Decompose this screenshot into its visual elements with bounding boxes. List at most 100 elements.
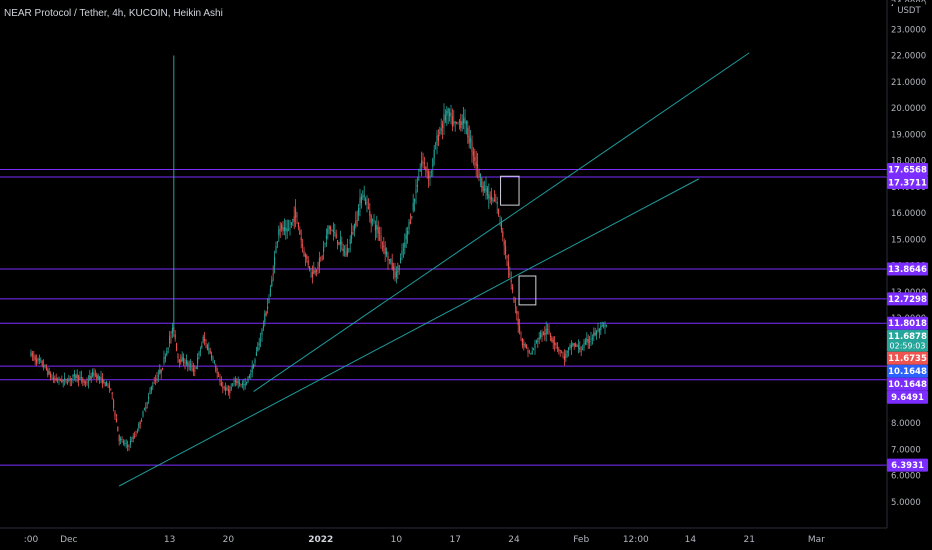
candle-body [460,120,462,129]
candle-body [348,248,350,250]
candle-body [544,332,546,336]
candle-body [195,367,197,370]
time-tick-label: 13 [164,535,175,545]
candle-body [485,185,487,192]
candle-body [71,378,73,381]
candle-body [181,356,183,362]
candle-body [240,384,242,386]
candle-body [213,361,215,363]
candle-body [209,350,211,354]
candle-body [604,324,606,328]
candle-body [239,382,241,385]
time-tick-label: 10 [391,535,403,545]
candle-body [127,445,129,447]
candle-body [321,256,323,258]
time-tick-label: :00 [24,535,39,545]
time-axis[interactable]: :00 Dec 13 20 2022 10 17 24 Feb 12:00 14 21 Mar [0,527,887,545]
candle-body [468,136,470,144]
candle-body [332,230,334,232]
candle-body [524,343,526,347]
candle-body [341,241,343,245]
candle-body [316,270,318,272]
price-tag-label: 17.6568 [888,166,927,176]
candle-body [587,338,589,343]
candle-body [30,351,32,356]
candle-body [149,390,151,394]
candle-body [225,387,227,392]
candle-body [72,374,74,378]
candle-body [110,388,112,390]
candle-body [177,354,179,359]
candle-body [598,329,600,332]
candle-body [446,111,448,116]
candle-body [246,381,248,384]
price-tag-label: 10.1648 [888,367,927,377]
candle-body [440,128,442,132]
candle-body [395,271,397,278]
candle-body [335,233,337,239]
candle-body [223,387,225,388]
candle-body [205,343,207,344]
candle-body [449,112,451,117]
candle-body [601,324,603,327]
time-tick-label: 24 [508,535,520,545]
candle-body [569,345,571,348]
candle-body [521,338,523,346]
candle-body [152,385,154,387]
candle-body [324,242,326,245]
candle-body [276,241,278,243]
candle-body [139,422,141,424]
candle-body [464,117,466,124]
candle-body [450,112,452,117]
price-tag-box [887,377,928,391]
candle-body [111,392,113,395]
candle-body [380,235,382,242]
candle-body [582,348,584,350]
candle-body [583,343,585,349]
candle-body [57,379,59,381]
candle-body [164,356,166,359]
candle-body [169,336,171,344]
candle-body [444,115,446,121]
candle-body [114,411,116,417]
candle-body [69,378,71,381]
candle-body [330,226,332,230]
candle-body [255,352,257,357]
candle-body [425,166,427,171]
candle-body [125,443,127,445]
price-tag-box [887,163,928,177]
candle-body [421,160,423,166]
candle-body [80,377,82,378]
candle-body [325,235,327,239]
candle-body [349,239,351,244]
candle-body [367,207,369,209]
candle-body [481,177,483,188]
candle-body [267,306,269,310]
candle-body [296,215,298,217]
candle-body [482,185,484,192]
candle-body [372,219,374,222]
candle-body [73,373,75,377]
candle-body [253,364,255,369]
candle-body [97,375,99,379]
candle-body [520,333,522,334]
candle-body [470,138,472,142]
candle-body [282,227,284,232]
candle-body [92,371,94,377]
candle-body [219,379,221,382]
candle-body [212,358,214,360]
candle-body [134,435,136,437]
candle-body [320,257,322,259]
candle-body [356,220,358,221]
candle-body [387,255,389,261]
candle-body [365,199,367,205]
candle-body [359,197,361,206]
candle-body [454,121,456,123]
trendlines [118,52,750,487]
candle-body [300,237,302,241]
candle-body [142,411,144,417]
candle-body [433,149,435,159]
candle-body [222,387,224,388]
time-tick-label: 20 [223,535,235,545]
